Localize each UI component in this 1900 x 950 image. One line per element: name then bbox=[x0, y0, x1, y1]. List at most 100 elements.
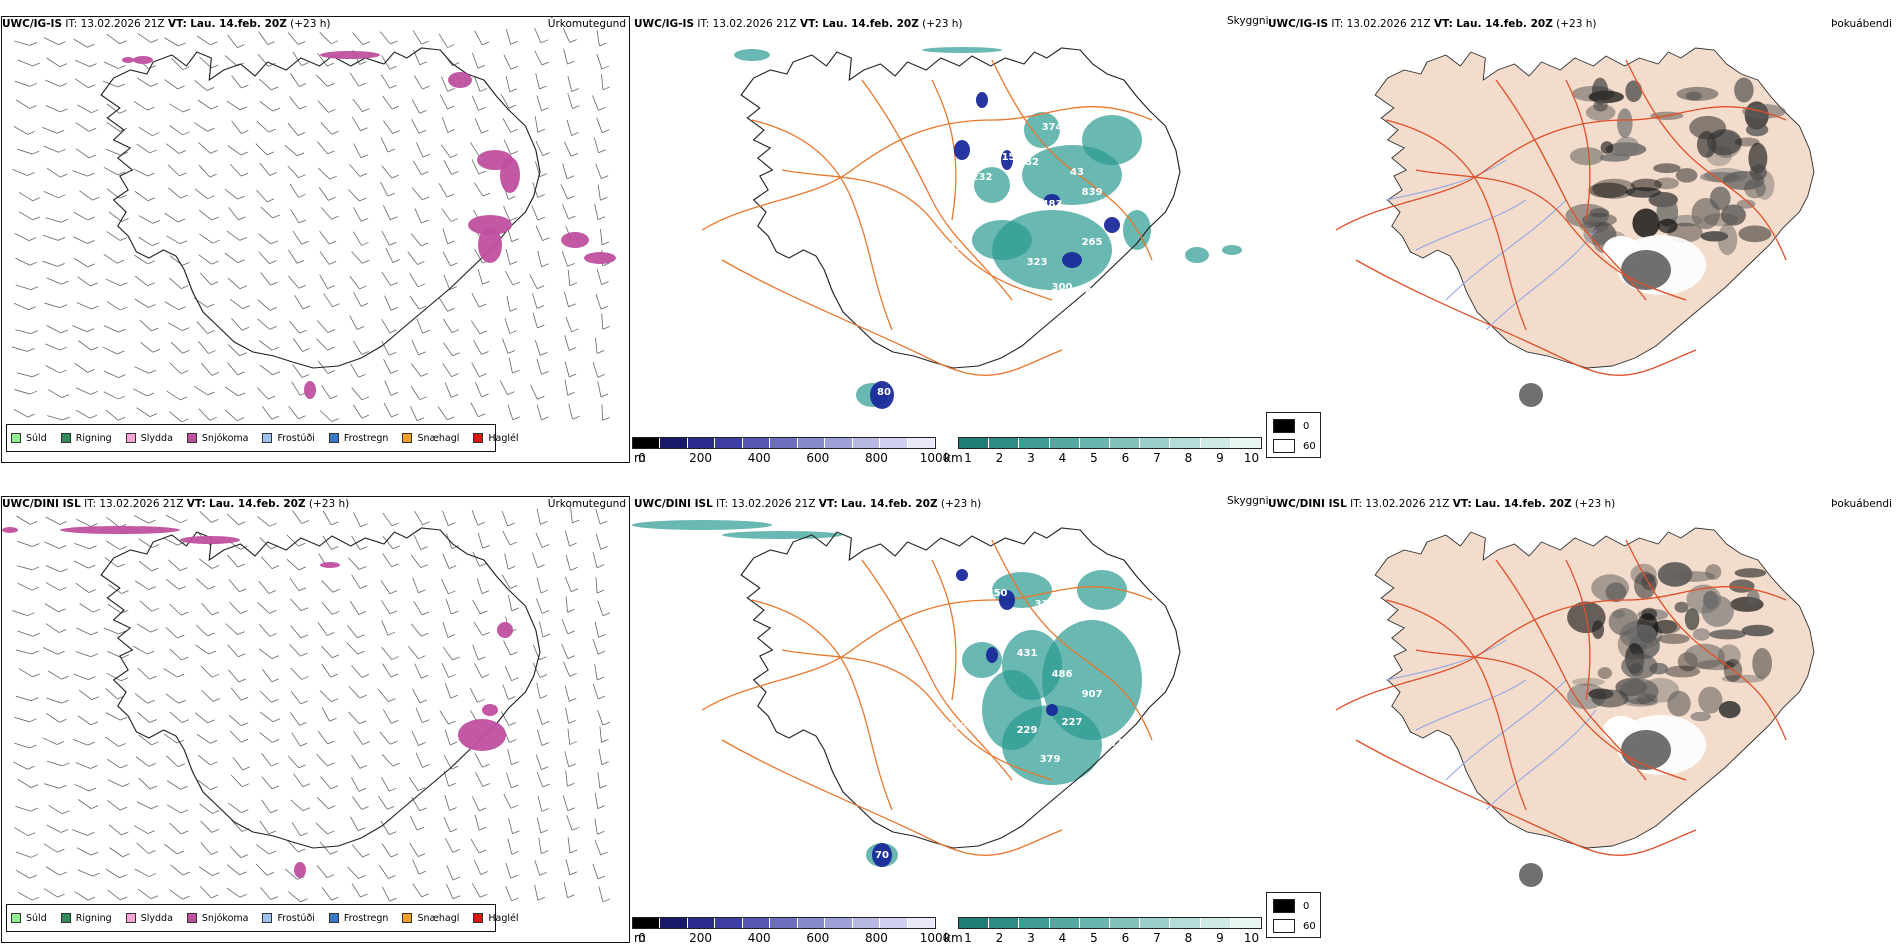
wind-barb-flag bbox=[211, 673, 220, 678]
wind-barb-flag bbox=[177, 850, 185, 855]
wind-barb-flag bbox=[60, 108, 68, 113]
wind-barb bbox=[133, 100, 148, 111]
wind-barb bbox=[77, 104, 92, 114]
fog-area bbox=[1630, 178, 1663, 192]
wind-barb-flag bbox=[571, 88, 579, 92]
lowcloud-legend: 0 60 bbox=[1266, 412, 1321, 458]
legend-item: Rigning bbox=[60, 433, 112, 444]
wind-barb-flag bbox=[32, 62, 40, 67]
wind-barb-flag bbox=[447, 634, 456, 638]
wind-barb-flag bbox=[331, 698, 339, 703]
wind-barb bbox=[534, 860, 541, 876]
wind-barb-flag bbox=[91, 305, 99, 310]
wind-barb-flag bbox=[569, 542, 577, 547]
wind-barb-flag bbox=[207, 303, 215, 308]
wind-barb bbox=[106, 231, 121, 241]
wind-barb bbox=[287, 839, 299, 853]
wind-barb-flag bbox=[61, 280, 69, 285]
wind-barb-flag bbox=[239, 352, 247, 357]
wind-barb bbox=[45, 582, 60, 591]
wind-barb-flag bbox=[269, 326, 277, 330]
colorbar-segment bbox=[880, 918, 908, 928]
wind-barb-flag bbox=[387, 148, 396, 153]
wind-barb bbox=[381, 843, 392, 858]
wind-barb bbox=[352, 340, 362, 355]
wind-barb-flag bbox=[240, 854, 249, 859]
wind-barb bbox=[197, 99, 212, 110]
wind-barb bbox=[437, 406, 448, 421]
wind-barb bbox=[257, 602, 270, 614]
wind-barb-flag bbox=[332, 588, 340, 593]
wind-barb-flag bbox=[358, 827, 366, 832]
colorbar-segment bbox=[1170, 918, 1201, 928]
wind-barb-flag bbox=[392, 130, 400, 135]
wind-barb-flag bbox=[508, 196, 516, 200]
wind-barb-flag bbox=[120, 282, 128, 287]
legend-item: Snjókoma bbox=[186, 433, 248, 444]
wind-barb bbox=[382, 95, 393, 110]
wind-barb-flag bbox=[566, 175, 575, 180]
wind-barb-flag bbox=[149, 149, 157, 154]
wind-barb-flag bbox=[391, 413, 399, 418]
wind-barb-flag bbox=[88, 154, 97, 159]
wind-barb-flag bbox=[418, 742, 426, 746]
wind-barb bbox=[352, 98, 363, 112]
wind-barb-flag bbox=[392, 762, 400, 767]
wind-barb-flag bbox=[389, 610, 398, 615]
wind-barb-flag bbox=[360, 127, 368, 132]
wind-barb bbox=[43, 843, 58, 853]
legend-item: Súld bbox=[11, 433, 47, 444]
wind-barb-flag bbox=[32, 673, 40, 678]
road bbox=[991, 59, 1153, 261]
wind-barb bbox=[348, 189, 360, 202]
wind-barb-flag bbox=[30, 286, 39, 290]
wind-barb-flag bbox=[298, 194, 306, 198]
ceiling-tick: 0 bbox=[638, 931, 646, 945]
wind-barb-flag bbox=[298, 566, 307, 571]
fog-panel: UWC/IG-IS IT: 13.02.2026 21Z VT: Lau. 14… bbox=[1266, 0, 1900, 470]
wind-barb bbox=[259, 820, 270, 835]
wind-barb-flag bbox=[182, 349, 190, 354]
wind-barb-flag bbox=[212, 698, 221, 702]
wind-barb-flag bbox=[272, 371, 281, 376]
wind-barb-flag bbox=[90, 851, 99, 856]
wind-barb-flag bbox=[27, 765, 35, 770]
ceiling-area bbox=[1001, 150, 1013, 170]
wind-barb bbox=[15, 99, 30, 109]
wind-barb-flag bbox=[392, 545, 401, 550]
wind-barb bbox=[597, 381, 602, 398]
fog-area bbox=[1701, 595, 1734, 627]
wind-barb bbox=[567, 93, 573, 109]
visibility-area bbox=[632, 520, 772, 530]
ceiling-label: 229 bbox=[1017, 725, 1038, 736]
wind-barb-flag bbox=[27, 131, 35, 135]
wind-barb-flag bbox=[330, 40, 339, 45]
wind-barb bbox=[194, 712, 208, 724]
wind-barb-flag bbox=[210, 786, 218, 791]
snow-area bbox=[304, 381, 316, 399]
legend-swatch bbox=[262, 433, 273, 443]
wind-barb bbox=[410, 623, 422, 637]
colorbar-segment bbox=[852, 918, 881, 928]
wind-barb bbox=[412, 30, 422, 45]
wind-barb-flag bbox=[537, 395, 545, 400]
wind-barb bbox=[107, 889, 121, 901]
wind-barb-flag bbox=[271, 415, 279, 420]
wind-barb bbox=[134, 515, 149, 524]
wind-barb-flag bbox=[390, 673, 399, 678]
wind-barb-flag bbox=[359, 285, 367, 290]
wind-barb bbox=[138, 560, 152, 572]
wind-barb bbox=[74, 78, 89, 89]
ceiling-tick: 200 bbox=[689, 931, 713, 945]
wind-barb-flag bbox=[449, 807, 457, 811]
wind-barb-flag bbox=[271, 346, 280, 351]
wind-barb bbox=[105, 868, 120, 879]
wind-barb-flag bbox=[387, 631, 396, 636]
wind-barb bbox=[505, 862, 512, 879]
wind-barb bbox=[166, 780, 181, 790]
wind-barb bbox=[136, 623, 151, 633]
wind-barb bbox=[75, 651, 91, 658]
wind-barb bbox=[262, 668, 273, 683]
wind-barb-flag bbox=[207, 330, 215, 334]
